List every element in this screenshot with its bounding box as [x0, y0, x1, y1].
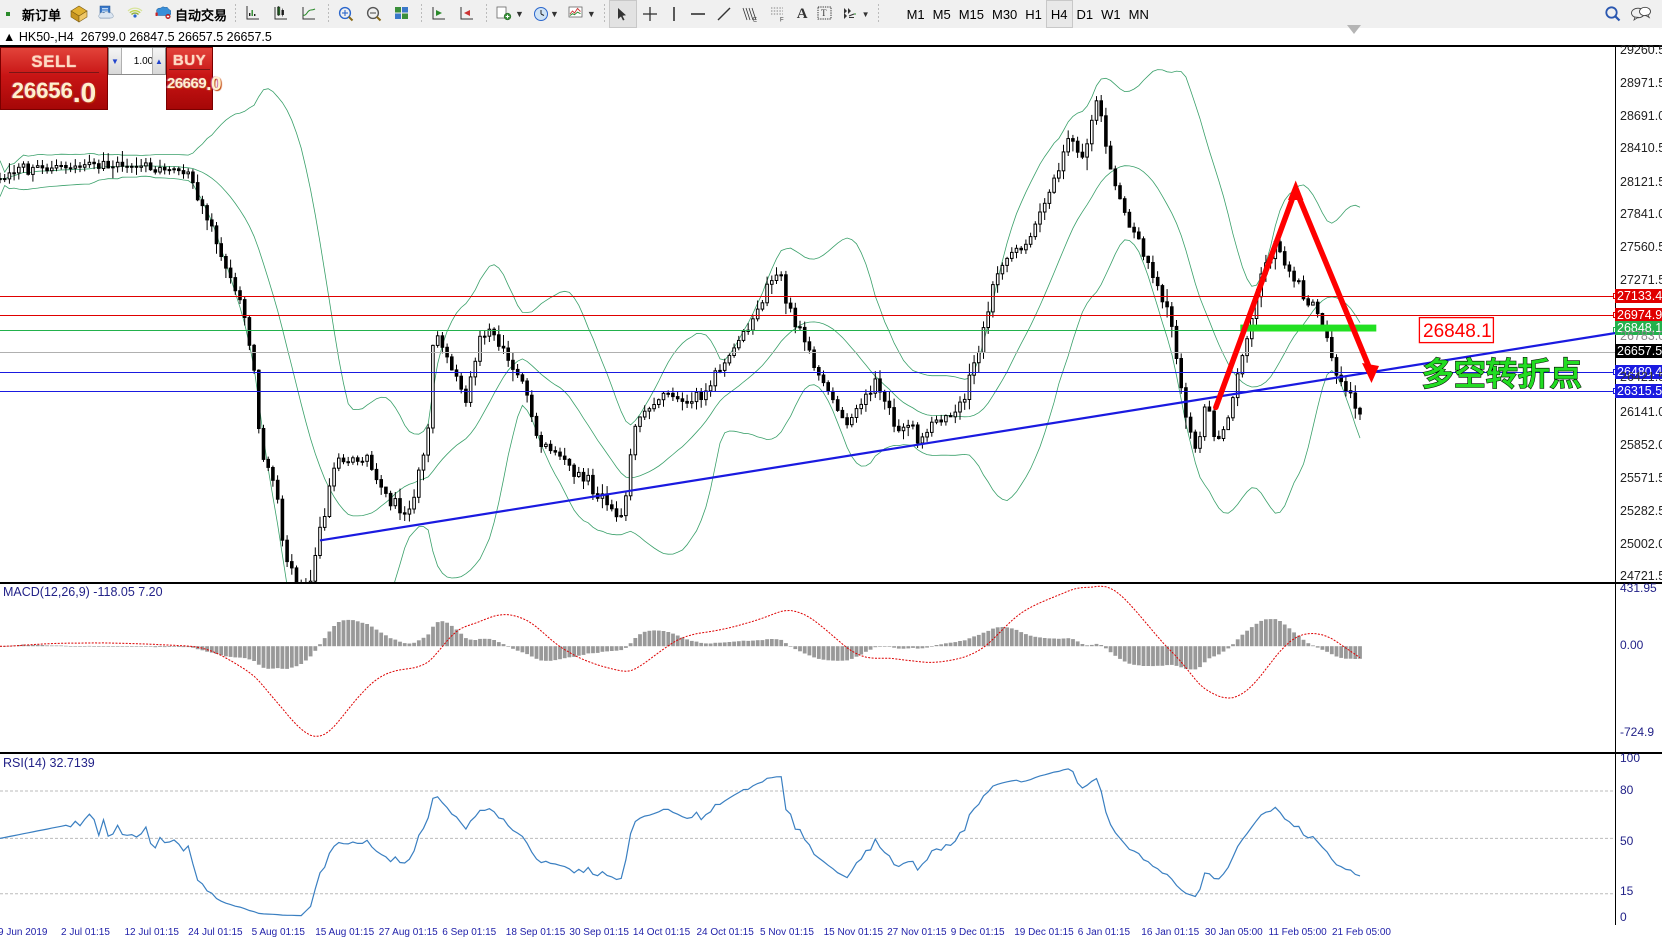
svg-text:E: E: [753, 18, 757, 24]
svg-text:F: F: [780, 18, 784, 24]
svg-text:26848.1: 26848.1: [1423, 321, 1492, 342]
svg-text:T: T: [821, 8, 827, 18]
svg-text:多空转折点: 多空转折点: [1422, 356, 1582, 392]
